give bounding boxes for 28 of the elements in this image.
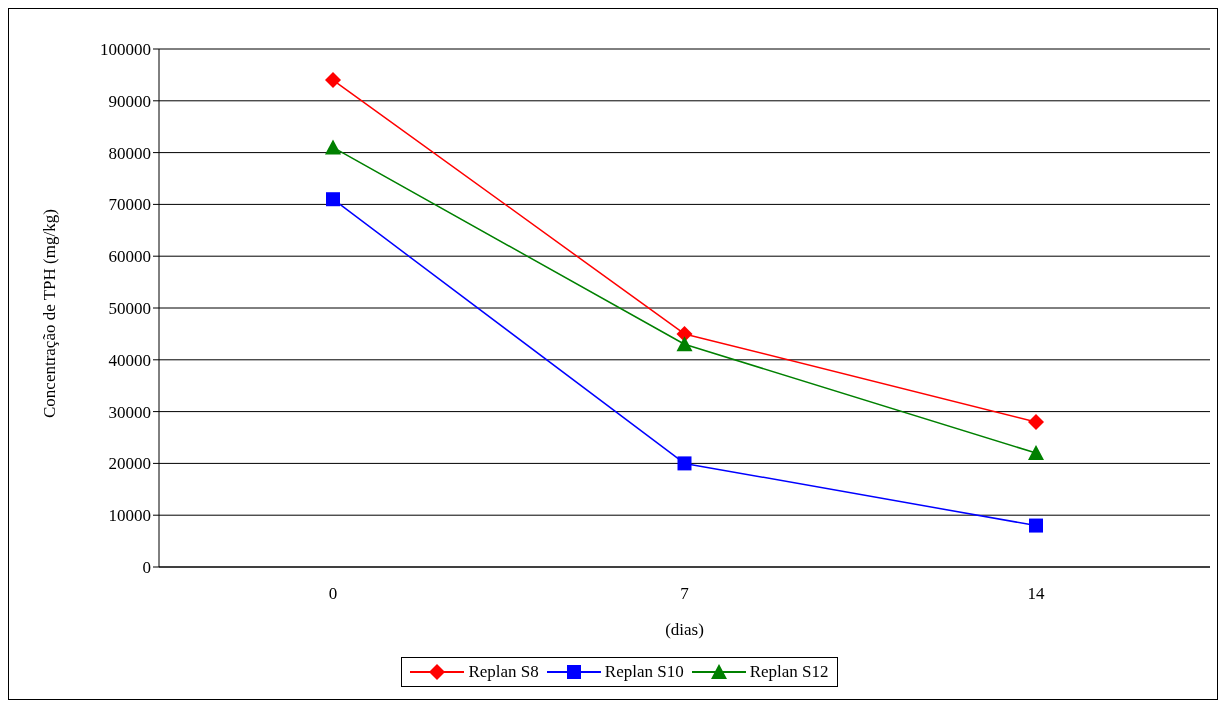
point [676, 336, 693, 352]
y-tick-label: 100000 [100, 40, 151, 60]
legend-label: Replan S12 [749, 662, 829, 682]
point [325, 139, 341, 155]
point [325, 72, 341, 89]
y-tick-label: 90000 [108, 91, 151, 111]
y-tick-label: 0 [142, 558, 151, 578]
y-tick-label: 20000 [108, 454, 151, 474]
x-axis-title: (dias) [665, 620, 704, 639]
point [1028, 445, 1044, 461]
x-tick-label: 14 [1027, 584, 1045, 604]
legend-label: Replan S8 [468, 662, 539, 682]
point [326, 192, 340, 207]
y-tick-label: 40000 [108, 350, 151, 370]
x-tick-label: 0 [328, 584, 338, 604]
y-tick-label: 50000 [108, 299, 151, 319]
y-tick-label: 30000 [108, 402, 151, 422]
point [677, 456, 692, 471]
point [1029, 518, 1043, 533]
y-tick-label: 70000 [108, 195, 151, 215]
y-axis-title: Concentração de TPH (mg/kg) [40, 209, 60, 418]
point [676, 325, 693, 342]
point [1028, 413, 1044, 430]
y-tick-label: 10000 [108, 506, 151, 526]
y-tick-label: 60000 [108, 247, 151, 267]
legend-label: Replan S10 [604, 662, 684, 682]
y-tick-label: 80000 [108, 143, 151, 163]
x-tick-label: 7 [680, 584, 690, 604]
